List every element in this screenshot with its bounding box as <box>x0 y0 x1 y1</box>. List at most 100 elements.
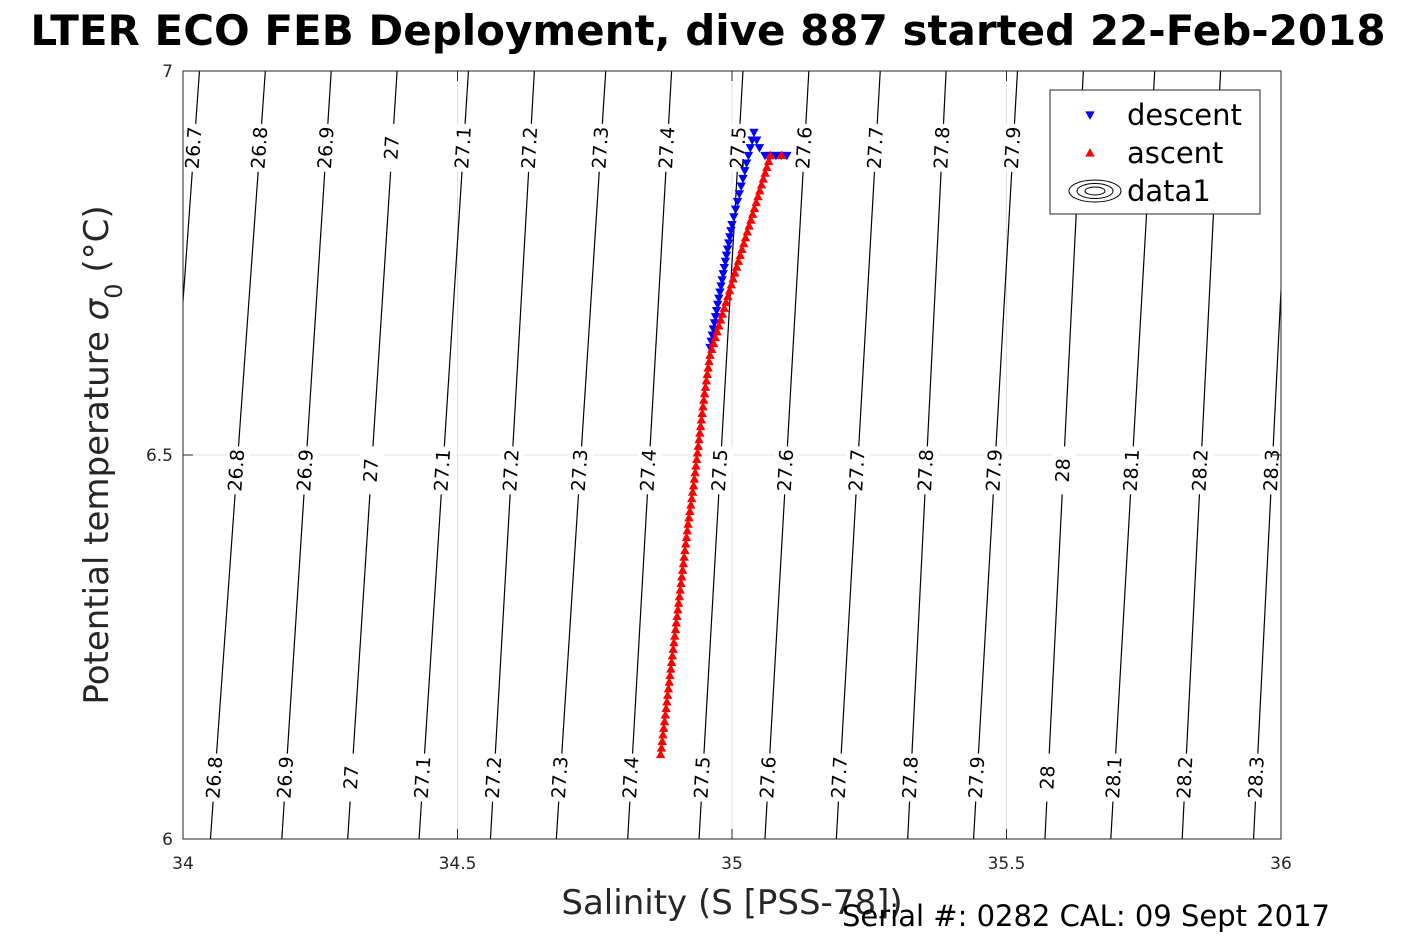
isopycnal-label-bg <box>826 752 854 803</box>
axes: 34 34.5 35 35.5 36 6 6.5 7 Salinity (S [PSS-78])… <box>77 62 1292 923</box>
ascent-marker <box>749 203 760 212</box>
ascent-marker <box>721 297 731 306</box>
ascent-marker <box>714 320 724 330</box>
descent-marker <box>782 151 792 161</box>
isopycnal-label-bg <box>587 123 615 173</box>
ascent-marker <box>758 174 769 183</box>
isopycnal-label: 27.3 <box>588 126 613 170</box>
ascent-marker <box>701 375 712 385</box>
isopycnal-label: 27 <box>360 458 384 484</box>
ascent-marker <box>740 232 751 242</box>
ascent-marker <box>708 338 719 348</box>
chart-title: LTER ECO FEB Deployment, dive 887 starte… <box>30 6 1386 55</box>
descent-marker <box>754 144 765 153</box>
isopycnal-label: 27.9 <box>965 756 989 799</box>
y-tick-label: 7 <box>162 62 173 82</box>
isopycnal-label-bg <box>1172 752 1199 803</box>
isopycnal-label-bg <box>929 123 956 173</box>
isopycnal-label-bg <box>1034 752 1062 803</box>
ascent-marker <box>724 285 735 295</box>
isopycnal-label: 28.3 <box>1245 756 1269 799</box>
ascent-marker <box>723 291 733 301</box>
ascent-marker <box>715 315 726 324</box>
ascent-marker <box>662 690 673 699</box>
ascent-marker <box>746 215 756 224</box>
isopycnal-label-bg <box>183 123 208 173</box>
isopycnal-label-bg <box>292 445 320 496</box>
descent-marker <box>740 167 750 176</box>
descent-marker <box>751 136 762 145</box>
ascent-marker <box>667 650 678 660</box>
ascent-marker <box>742 227 753 236</box>
isopycnal-label: 27.9 <box>982 449 1006 492</box>
isopycnal-label: 27 <box>380 135 404 161</box>
ascent-marker <box>666 657 677 667</box>
legend-contour-icon <box>1076 183 1114 199</box>
ascent-marker <box>693 441 703 450</box>
isopycnal-line <box>183 71 201 310</box>
isopycnal-label-bg <box>1118 445 1146 496</box>
ascent-marker <box>705 350 715 359</box>
descent-marker <box>738 174 748 184</box>
ascent-marker <box>659 716 670 726</box>
ascent-marker <box>697 408 707 417</box>
ascent-marker <box>763 156 774 166</box>
ascent-marker <box>688 480 699 490</box>
isopycnal-label-bg <box>963 752 991 803</box>
ascent-marker <box>685 506 695 515</box>
isopycnal-label: 26.8 <box>224 448 249 492</box>
isopycnal-label: 27.2 <box>499 449 523 492</box>
isopycnal-label: 27.7 <box>845 449 869 492</box>
isopycnal-label-bg <box>897 752 924 803</box>
ascent-marker <box>665 670 675 680</box>
ascent-marker <box>730 268 740 277</box>
ascent-marker <box>692 447 703 457</box>
isopycnal-label: 28.2 <box>1173 756 1197 799</box>
ascent-marker <box>677 571 687 581</box>
ascent-marker <box>728 273 738 283</box>
ascent-marker <box>683 519 693 528</box>
isopycnal-label: 27.6 <box>792 126 816 169</box>
x-tick-label: 35.5 <box>988 854 1026 874</box>
ascent-marker <box>658 729 668 739</box>
y-axis-label: Potential temperature σ0 (°C) <box>77 205 128 704</box>
isopycnal-label-bg <box>546 752 574 803</box>
ascent-marker <box>691 461 701 470</box>
ascent-marker <box>657 736 667 746</box>
ascent-marker <box>684 512 694 522</box>
ascent-marker <box>691 454 702 464</box>
isopycnal-label: 27.1 <box>430 449 455 493</box>
isopycnal-label-bg <box>653 123 681 173</box>
ascent-marker <box>717 309 728 318</box>
isopycnal-label: 26.9 <box>273 756 298 800</box>
isopycnal-label-bg <box>429 445 457 496</box>
ascent-marker <box>673 604 683 614</box>
isopycnal-label: 27.7 <box>864 126 888 169</box>
isopycnal-label-bg <box>912 445 940 495</box>
ascent-marker <box>751 197 761 207</box>
ascent-marker <box>747 209 758 218</box>
isopycnal-label-bg <box>498 445 525 496</box>
ascent-marker <box>662 697 672 706</box>
legend-descent-marker <box>1085 111 1095 120</box>
x-tick-label: 36 <box>1270 854 1292 874</box>
ascent-marker <box>661 703 671 713</box>
isopycnal-label: 27.4 <box>619 756 643 799</box>
descent-marker <box>732 197 743 207</box>
x-tick-label: 34 <box>172 854 194 874</box>
ascent-marker <box>680 545 690 555</box>
ascent-marker <box>671 618 682 627</box>
ascent-marker <box>695 428 705 437</box>
ascent-marker <box>753 191 763 201</box>
ascent-marker <box>733 256 744 265</box>
ascent-marker <box>664 677 674 686</box>
isopycnal-label: 28.1 <box>1102 756 1126 799</box>
ascent-marker <box>682 525 693 535</box>
legend-ascent-label: ascent <box>1127 136 1223 170</box>
ascent-marker <box>710 332 721 342</box>
ascent-marker <box>678 558 689 568</box>
x-tick-label: 35 <box>721 854 743 874</box>
ascent-marker <box>676 578 686 588</box>
isopycnal-label-bg <box>378 123 406 173</box>
ascent-marker <box>687 487 698 496</box>
